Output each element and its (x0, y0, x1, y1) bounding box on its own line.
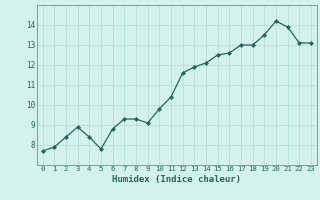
X-axis label: Humidex (Indice chaleur): Humidex (Indice chaleur) (112, 175, 241, 184)
